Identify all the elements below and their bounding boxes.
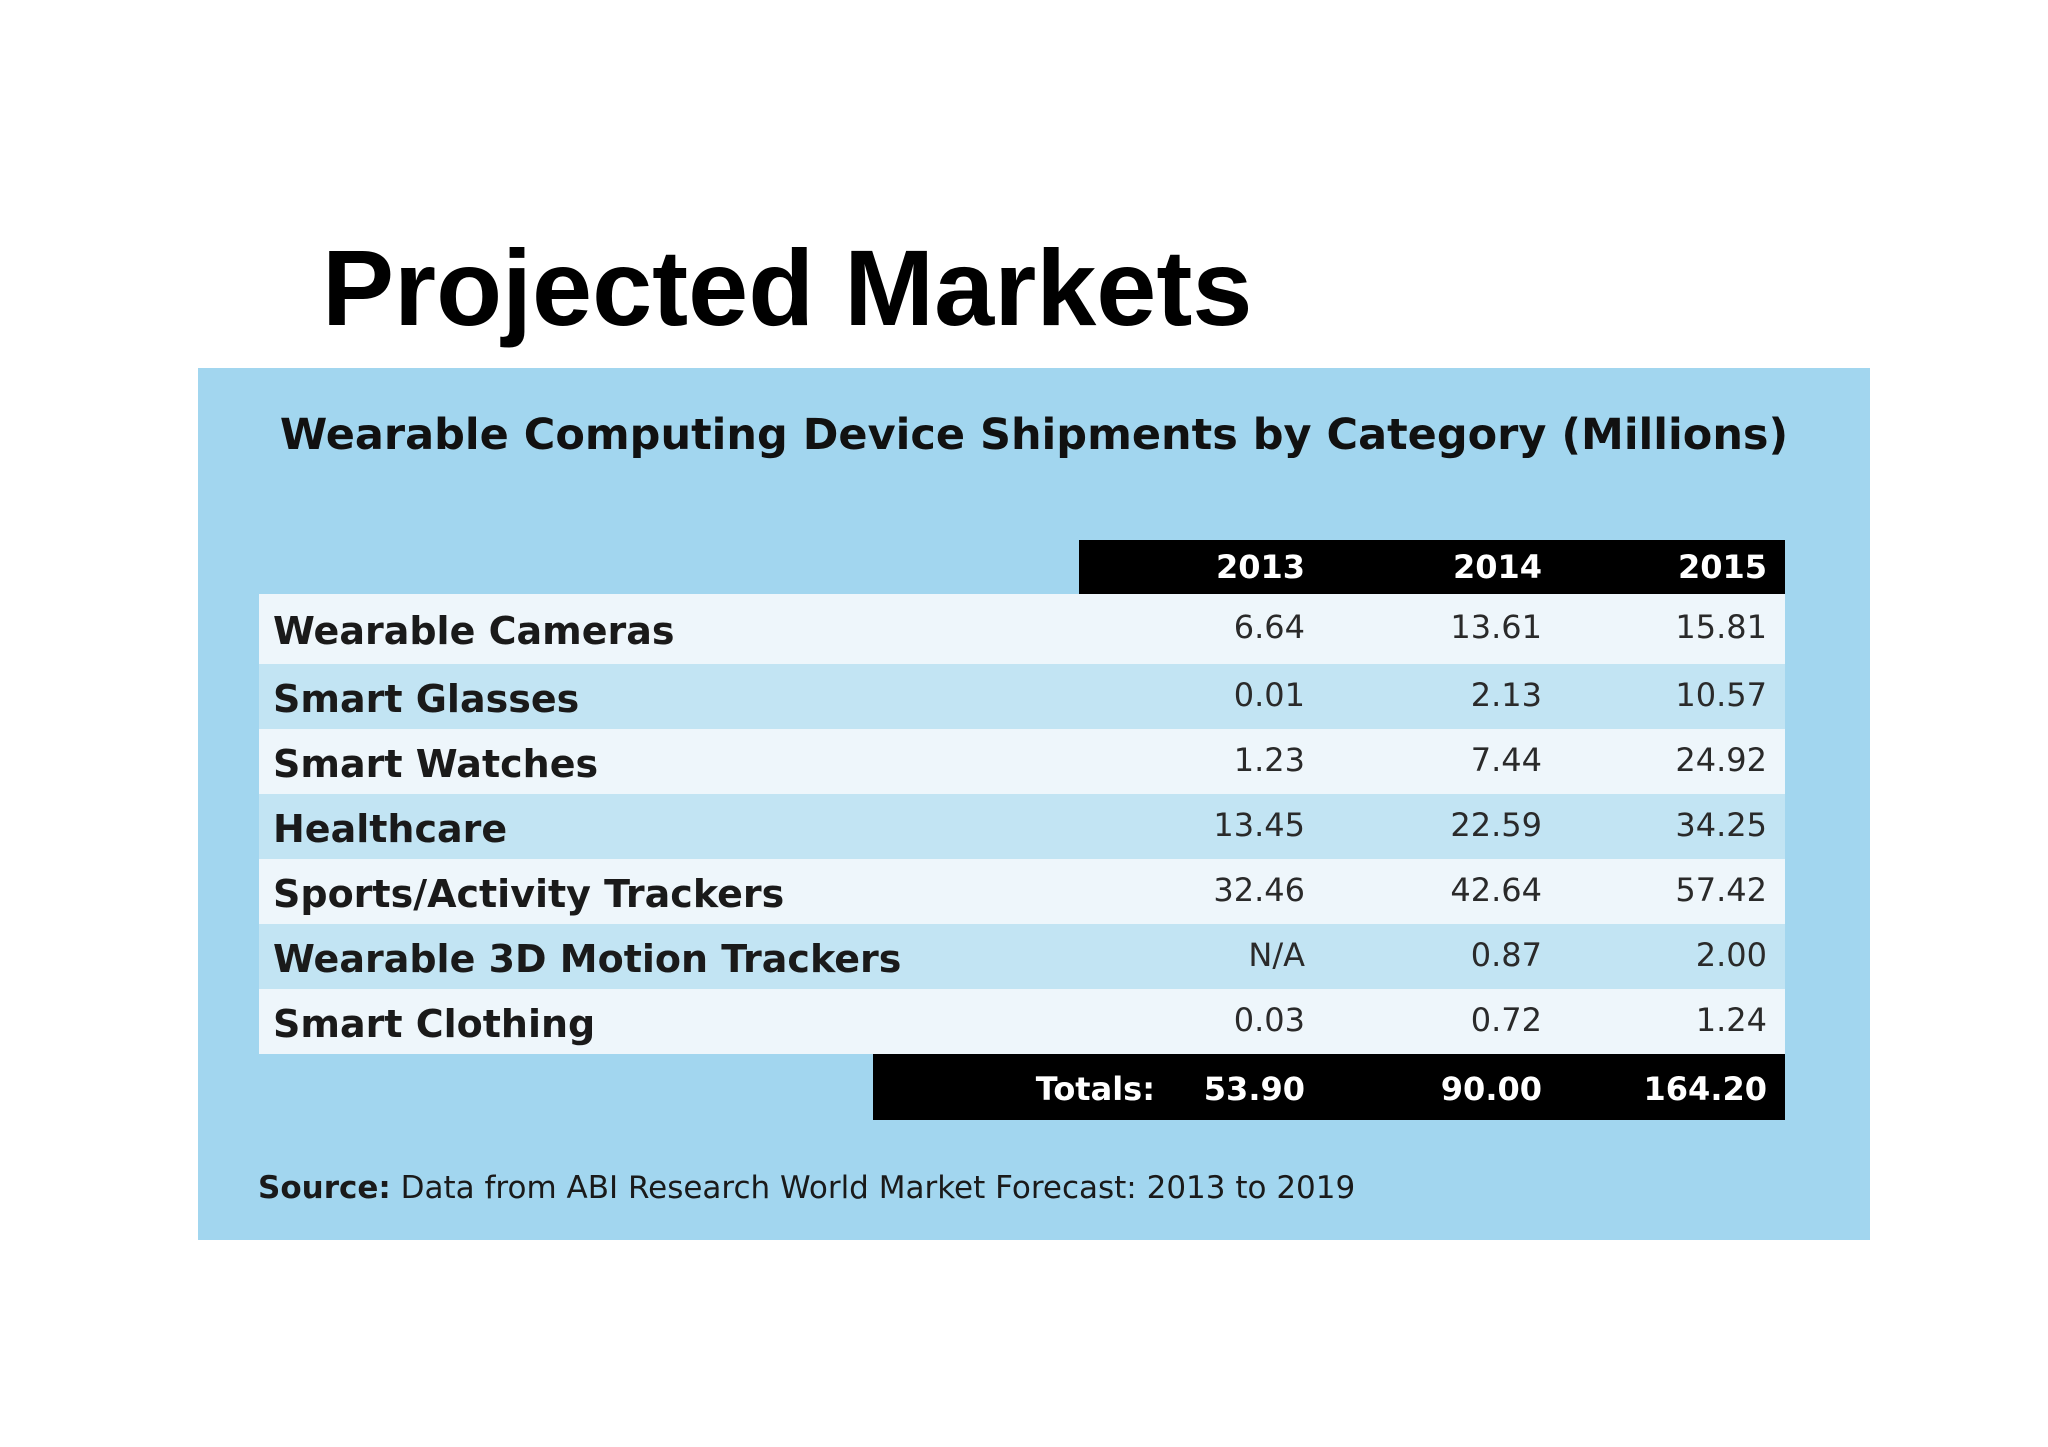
row-label: Smart Watches [273, 742, 599, 786]
column-header-2013: 2013 [1215, 548, 1305, 586]
header-bar [1079, 540, 1785, 594]
table-row: Smart Watches 1.23 7.44 24.92 [259, 729, 1785, 794]
row-label: Wearable 3D Motion Trackers [273, 937, 902, 981]
source-text: Data from ABI Research World Market Fore… [400, 1170, 1356, 1206]
column-header-2015: 2015 [1677, 548, 1767, 586]
cell-2014: 13.61 [1450, 608, 1542, 646]
total-2015: 164.20 [1643, 1070, 1767, 1108]
table-row: Sports/Activity Trackers 32.46 42.64 57.42 [259, 859, 1785, 924]
slide-title: Projected Markets [322, 227, 1253, 348]
cell-2015: 2.00 [1695, 936, 1767, 974]
cell-2015: 57.42 [1675, 871, 1767, 909]
cell-2013: N/A [1248, 936, 1305, 974]
total-2014: 90.00 [1440, 1070, 1542, 1108]
cell-2013: 0.03 [1233, 1001, 1305, 1039]
row-label: Smart Glasses [273, 677, 580, 721]
row-label: Wearable Cameras [273, 609, 675, 653]
cell-2014: 0.87 [1470, 936, 1542, 974]
totals-bar [873, 1054, 1785, 1120]
table-panel: Wearable Computing Device Shipments by C… [198, 368, 1870, 1240]
cell-2014: 42.64 [1450, 871, 1542, 909]
row-label: Smart Clothing [273, 1002, 596, 1046]
row-label: Sports/Activity Trackers [273, 872, 785, 916]
table-row: Wearable 3D Motion Trackers N/A 0.87 2.00 [259, 924, 1785, 989]
column-header-2014: 2014 [1452, 548, 1542, 586]
cell-2013: 0.01 [1233, 676, 1305, 714]
cell-2013: 6.64 [1233, 608, 1305, 646]
cell-2015: 15.81 [1675, 608, 1767, 646]
totals-label: Totals: [1035, 1070, 1155, 1108]
cell-2014: 22.59 [1450, 806, 1542, 844]
cell-2013: 13.45 [1213, 806, 1305, 844]
table-row: Smart Clothing 0.03 0.72 1.24 [259, 989, 1785, 1054]
cell-2014: 0.72 [1470, 1001, 1542, 1039]
table-row: Healthcare 13.45 22.59 34.25 [259, 794, 1785, 859]
source-note: Source: Data from ABI Research World Mar… [258, 1168, 1355, 1208]
cell-2013: 1.23 [1233, 741, 1305, 779]
cell-2015: 34.25 [1675, 806, 1767, 844]
cell-2015: 24.92 [1675, 741, 1767, 779]
cell-2015: 10.57 [1675, 676, 1767, 714]
table-row: Wearable Cameras 6.64 13.61 15.81 [259, 594, 1785, 664]
cell-2013: 32.46 [1213, 871, 1305, 909]
table-title: Wearable Computing Device Shipments by C… [279, 410, 1789, 460]
row-label: Healthcare [273, 807, 508, 851]
source-label: Source: [258, 1170, 391, 1206]
table-row: Smart Glasses 0.01 2.13 10.57 [259, 664, 1785, 729]
cell-2015: 1.24 [1695, 1001, 1767, 1039]
cell-2014: 2.13 [1470, 676, 1542, 714]
cell-2014: 7.44 [1470, 741, 1542, 779]
total-2013: 53.90 [1203, 1070, 1305, 1108]
